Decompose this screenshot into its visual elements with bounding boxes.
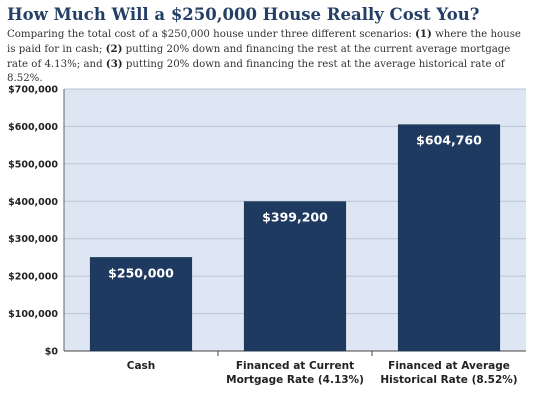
- x-tick-label: Cash: [127, 360, 156, 372]
- bar-chart: $0 $100,000 $200,000 $300,000 $400,000 $500,0…: [8, 85, 526, 386]
- chart-title: How Much Will a $250,000 House Really Co…: [7, 5, 480, 24]
- bar: [89, 257, 193, 352]
- x-tick-label: Financed at Current: [236, 360, 354, 372]
- subtitle-text-2: where the house is paid for in cash;: [7, 29, 521, 55]
- subtitle-text-1: Comparing the total cost of a $250,000 h…: [7, 29, 416, 40]
- y-tick-label: $0: [45, 347, 59, 358]
- bar: [397, 124, 501, 352]
- x-tick-label: Historical Rate (8.52%): [380, 374, 517, 386]
- y-tick-label: $600,000: [8, 122, 58, 133]
- x-tick-label: Financed at Average: [388, 360, 510, 372]
- subtitle-marker-1: (1): [415, 28, 432, 40]
- y-tick-label: $200,000: [8, 272, 58, 283]
- data-label: $250,000: [108, 265, 174, 280]
- chart-subtitle: Comparing the total cost of a $250,000 h…: [7, 27, 529, 86]
- y-tick-label: $400,000: [8, 197, 58, 208]
- y-tick-label: $100,000: [8, 309, 58, 320]
- subtitle-marker-3: (3): [105, 58, 123, 70]
- subtitle-text-4: putting 20% down and financing the rest …: [7, 59, 505, 84]
- y-tick-label: $300,000: [8, 234, 58, 245]
- data-label: $399,200: [262, 210, 328, 225]
- y-tick-label: $500,000: [8, 159, 58, 170]
- bar: [243, 201, 347, 352]
- y-tick-label: $700,000: [8, 85, 58, 96]
- subtitle-marker-2: (2): [105, 43, 123, 55]
- data-label: $604,760: [416, 133, 482, 148]
- x-tick-label: Mortgage Rate (4.13%): [226, 374, 364, 386]
- subtitle-text-3: putting 20% down and financing the rest …: [7, 44, 511, 70]
